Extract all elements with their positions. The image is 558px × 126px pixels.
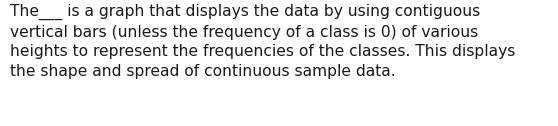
Text: The___ is a graph that displays the data by using contiguous
vertical bars (unle: The___ is a graph that displays the data…: [10, 4, 516, 79]
